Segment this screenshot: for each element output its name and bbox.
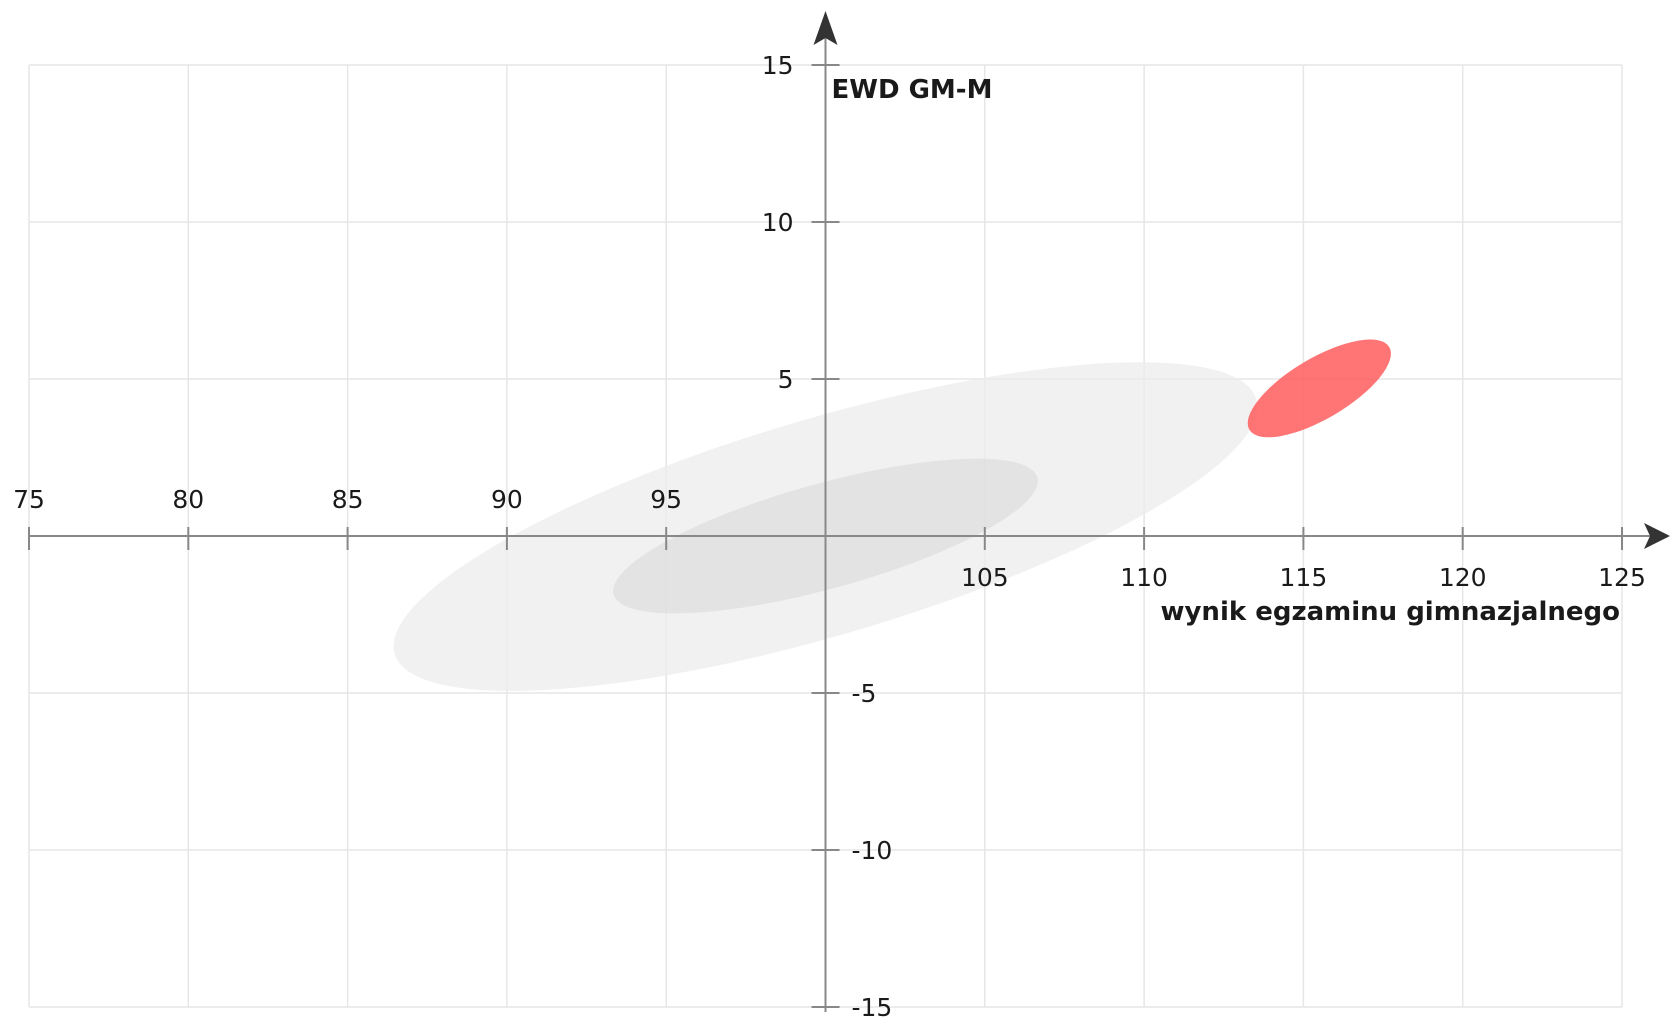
y-axis-title: EWD GM-M	[832, 75, 993, 105]
y-tick-label: 10	[762, 208, 794, 237]
x-tick-label: 125	[1598, 563, 1646, 592]
ellipse-3	[1247, 339, 1391, 438]
x-tick-label: 75	[13, 485, 45, 514]
y-tick-label: -5	[852, 679, 877, 708]
x-tick-label: 85	[332, 485, 364, 514]
x-axis-arrow-icon	[1644, 523, 1670, 549]
x-tick-label: 120	[1439, 563, 1487, 592]
x-tick-label: 105	[961, 563, 1009, 592]
axes	[28, 11, 1670, 1012]
y-tick-label: 5	[778, 365, 794, 394]
y-tick-label: 15	[762, 51, 794, 80]
x-tick-label: 95	[650, 485, 682, 514]
x-tick-label: 110	[1120, 563, 1168, 592]
ellipse-layer	[393, 339, 1391, 691]
y-tick-label: -10	[852, 836, 893, 865]
y-axis-arrow-icon	[813, 11, 838, 45]
x-axis-title: wynik egzaminu gimnazjalnego	[1160, 597, 1620, 627]
y-tick-label: -15	[852, 993, 893, 1020]
x-tick-label: 90	[491, 485, 523, 514]
x-tick-label: 80	[172, 485, 204, 514]
x-tick-label: 115	[1280, 563, 1328, 592]
